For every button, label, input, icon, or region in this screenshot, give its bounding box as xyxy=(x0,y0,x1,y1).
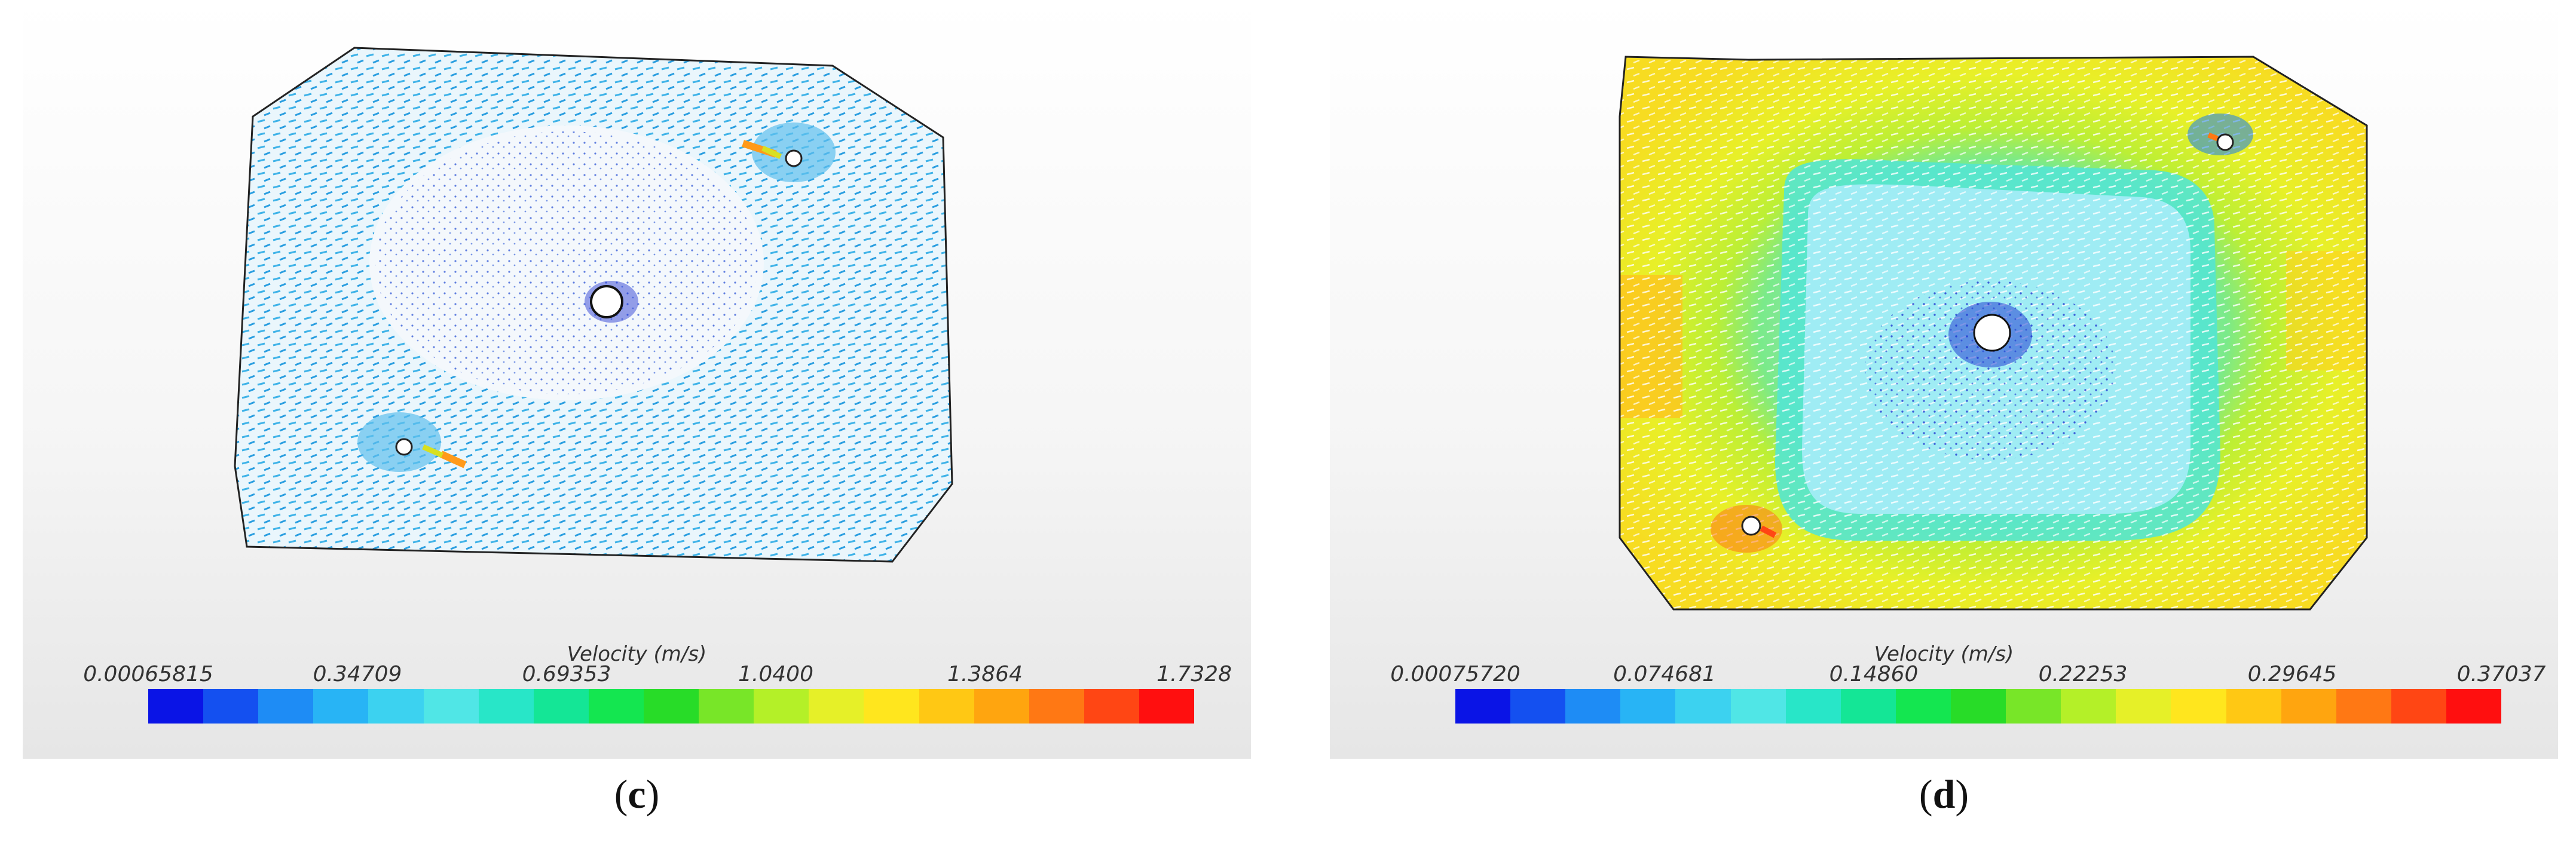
colorbar-swatch xyxy=(919,689,974,724)
colorbar-tick: 0.22253 xyxy=(2038,662,2128,686)
panel-caption: (c) xyxy=(614,771,660,817)
colorbar-title: Velocity (m/s) xyxy=(1874,642,2014,666)
colorbar-swatch xyxy=(2226,689,2281,724)
colorbar-tick: 0.34709 xyxy=(313,662,402,686)
colorbar-swatch xyxy=(1510,689,1566,724)
colorbar-tick: 0.074681 xyxy=(1613,662,1716,686)
colorbar-swatch xyxy=(643,689,699,724)
colorbar-tick: 1.7328 xyxy=(1157,662,1232,686)
panel-caption: (d) xyxy=(1919,771,1969,817)
colorbar xyxy=(148,689,1195,724)
colorbar-tick: 0.37037 xyxy=(2456,662,2546,686)
colorbar-tick: 0.14860 xyxy=(1829,662,1919,686)
colorbar-tick: 0.29645 xyxy=(2247,662,2337,686)
panel-d: Velocity (m/s) 0.00075720 0.074681 0.148… xyxy=(1330,0,2558,817)
colorbar-swatch xyxy=(1840,689,1896,724)
colorbar-swatch xyxy=(1730,689,1786,724)
colorbar-swatch xyxy=(2171,689,2226,724)
colorbar-swatch xyxy=(699,689,754,724)
simulation-viewport: Velocity (m/s) 0.00065815 0.34709 0.6935… xyxy=(23,0,1251,759)
colorbar-swatch xyxy=(2336,689,2391,724)
colorbar-ticks: 0.00075720 0.074681 0.14860 0.22253 0.29… xyxy=(1390,662,2546,686)
colorbar-tick: 1.0400 xyxy=(738,662,813,686)
colorbar-swatch xyxy=(1455,689,1511,724)
velocity-vector-field-d xyxy=(1619,56,2368,611)
colorbar-swatch xyxy=(313,689,369,724)
colorbar-swatch xyxy=(2116,689,2171,724)
colorbar-swatch xyxy=(2281,689,2336,724)
colorbar-swatch xyxy=(754,689,809,724)
colorbar-tick: 0.00075720 xyxy=(1390,662,1520,686)
colorbar-swatch xyxy=(533,689,589,724)
colorbar-ticks: 0.00065815 0.34709 0.69353 1.0400 1.3864… xyxy=(83,662,1232,686)
colorbar-swatch xyxy=(864,689,919,724)
colorbar-swatch xyxy=(1675,689,1731,724)
colorbar-swatch xyxy=(974,689,1029,724)
colorbar-tick: 0.69353 xyxy=(522,662,611,686)
colorbar-swatch xyxy=(809,689,864,724)
colorbar-swatch xyxy=(1084,689,1139,724)
panel-c: Velocity (m/s) 0.00065815 0.34709 0.6935… xyxy=(23,0,1251,817)
simulation-viewport: Velocity (m/s) 0.00075720 0.074681 0.148… xyxy=(1330,0,2558,759)
colorbar-swatch xyxy=(1950,689,2006,724)
velocity-vector-field-c xyxy=(234,47,953,563)
colorbar-swatch xyxy=(368,689,424,724)
colorbar-tick: 1.3864 xyxy=(947,662,1023,686)
colorbar-swatch xyxy=(2006,689,2061,724)
colorbar-swatch xyxy=(1785,689,1841,724)
colorbar-title: Velocity (m/s) xyxy=(567,642,707,666)
colorbar-swatch xyxy=(2446,689,2502,724)
colorbar-swatch xyxy=(423,689,479,724)
colorbar xyxy=(1455,689,2502,724)
colorbar-swatch xyxy=(588,689,644,724)
colorbar-swatch xyxy=(1139,689,1195,724)
colorbar-swatch xyxy=(2061,689,2116,724)
colorbar-swatch xyxy=(2391,689,2446,724)
colorbar-swatch xyxy=(1565,689,1621,724)
colorbar-swatch xyxy=(203,689,259,724)
colorbar-swatch xyxy=(478,689,534,724)
colorbar-swatch xyxy=(1029,689,1084,724)
colorbar-swatch xyxy=(1895,689,1951,724)
colorbar-swatch xyxy=(258,689,314,724)
colorbar-swatch xyxy=(148,689,204,724)
colorbar-swatch xyxy=(1620,689,1676,724)
colorbar-tick: 0.00065815 xyxy=(83,662,213,686)
